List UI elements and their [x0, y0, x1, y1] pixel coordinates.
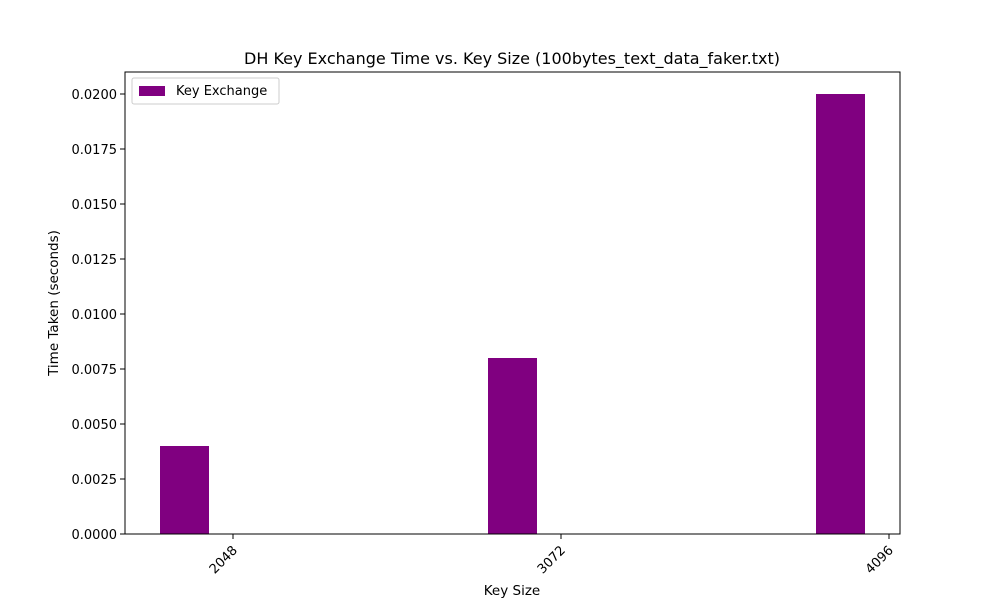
- chart-title: DH Key Exchange Time vs. Key Size (100by…: [244, 49, 780, 69]
- y-axis-label: Time Taken (seconds): [46, 230, 62, 377]
- x-tick-label: 4096: [863, 543, 897, 577]
- legend: Key Exchange: [131, 77, 280, 105]
- x-tick-label: 3072: [535, 543, 569, 577]
- bar-3072: [488, 358, 537, 534]
- legend-label: Key Exchange: [176, 84, 267, 99]
- y-tick-label: 0.0075: [72, 363, 118, 378]
- y-tick-label: 0.0025: [72, 473, 118, 488]
- y-tick-label: 0.0100: [72, 308, 118, 323]
- y-tick-label: 0.0150: [72, 198, 118, 213]
- y-tick-label: 0.0050: [72, 418, 118, 433]
- y-tick-label: 0.0200: [72, 88, 118, 103]
- x-axis-label: Key Size: [484, 583, 540, 599]
- x-tick-label: 2048: [207, 543, 241, 577]
- bar-4096: [816, 94, 865, 534]
- y-tick-label: 0.0000: [72, 528, 118, 543]
- plot-area: 0.0000 0.0025 0.0050 0.0075 0.0100 0.0125 0.01…: [72, 71, 901, 577]
- y-tick-label: 0.0125: [72, 253, 118, 268]
- bar-2048: [160, 446, 209, 534]
- y-tick-label: 0.0175: [72, 143, 118, 158]
- plot-frame: [124, 71, 901, 535]
- legend-box: [131, 77, 280, 105]
- legend-swatch: [139, 86, 165, 96]
